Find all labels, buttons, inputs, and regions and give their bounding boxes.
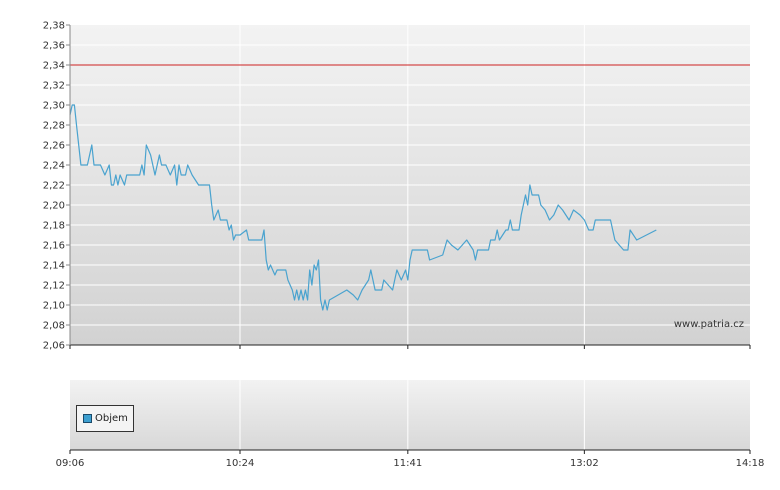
y-tick-label: 2,32 (43, 81, 65, 92)
y-tick-label: 2,08 (43, 321, 65, 332)
price-series-line (69, 104, 657, 311)
y-tick-label: 2,16 (43, 241, 65, 252)
y-tick-label: 2,36 (43, 41, 65, 52)
price-x-tick-marks (69, 345, 751, 349)
volume-grid (239, 380, 585, 450)
y-tick-label: 2,20 (43, 201, 65, 212)
volume-plot-area (70, 380, 750, 450)
watermark: www.patria.cz (674, 319, 744, 330)
y-tick-label: 2,12 (43, 281, 65, 292)
x-axis-ticks: 09:06 10:24 11:41 13:02 14:18 (56, 450, 765, 469)
y-tick-label: 2,34 (43, 61, 65, 72)
x-tick-label: 14:18 (736, 458, 765, 469)
y-tick-label: 2,28 (43, 121, 65, 132)
legend-label-objem: Objem (95, 413, 128, 424)
y-axis-ticks: 2,38 2,36 2,34 2,32 2,30 2,28 2,26 2,24 2,22 2,20… (43, 21, 70, 352)
y-tick-label: 2,22 (43, 181, 65, 192)
y-tick-label: 2,06 (43, 341, 65, 352)
price-grid (70, 25, 750, 345)
y-tick-label: 2,24 (43, 161, 65, 172)
y-tick-label: 2,38 (43, 21, 65, 32)
y-tick-label: 2,10 (43, 301, 65, 312)
y-tick-label: 2,26 (43, 141, 65, 152)
y-tick-label: 2,14 (43, 261, 65, 272)
legend: Objem (76, 405, 134, 432)
y-tick-label: 2,30 (43, 101, 65, 112)
x-tick-label: 11:41 (393, 458, 422, 469)
price-line-layer (69, 104, 657, 311)
y-tick-label: 2,18 (43, 221, 65, 232)
x-tick-label: 13:02 (570, 458, 599, 469)
legend-swatch-objem (83, 414, 92, 423)
x-tick-label: 09:06 (56, 458, 85, 469)
x-tick-label: 10:24 (226, 458, 255, 469)
